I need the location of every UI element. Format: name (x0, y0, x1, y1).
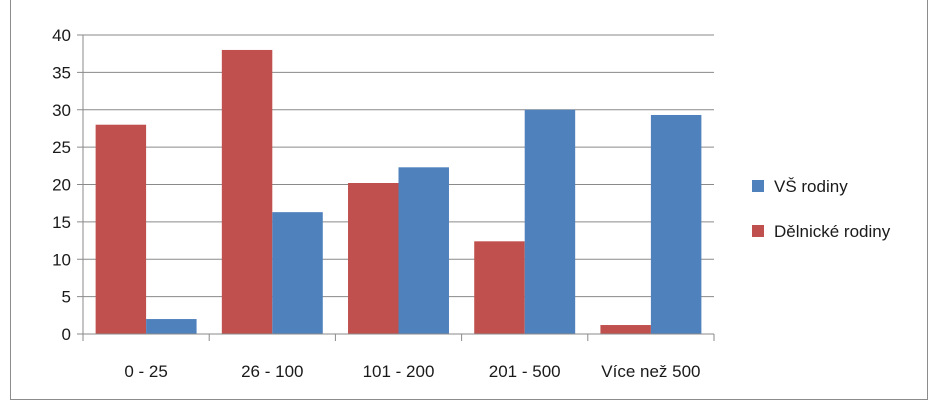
y-tick-label: 10 (52, 250, 71, 269)
y-tick-label: 30 (52, 101, 71, 120)
y-tick-label: 20 (52, 176, 71, 195)
legend-swatch (752, 225, 764, 237)
x-tick-label: 26 - 100 (241, 362, 303, 381)
y-tick-label: 35 (52, 63, 71, 82)
y-tick-label: 25 (52, 138, 71, 157)
bar (474, 241, 525, 334)
y-tick-label: 5 (62, 288, 71, 307)
y-tick-label: 15 (52, 213, 71, 232)
y-tick-label: 0 (62, 325, 71, 344)
legend-swatch (752, 180, 764, 192)
axes (77, 34, 715, 341)
y-tick-labels: 0 5 10 15 20 25 30 35 40 (52, 26, 71, 344)
bar (272, 212, 323, 334)
x-tick-label: 101 - 200 (363, 362, 435, 381)
y-tick-label: 40 (52, 26, 71, 45)
legend: VŠ rodiny Dělnické rodiny (752, 177, 891, 241)
bar (146, 319, 197, 334)
bar (398, 167, 449, 334)
bar (600, 325, 651, 334)
legend-label: Dělnické rodiny (774, 222, 891, 241)
bar (95, 124, 147, 334)
x-tick-label: 0 - 25 (124, 362, 167, 381)
bar (650, 114, 702, 334)
x-tick-labels: 0 - 25 26 - 100 101 - 200 201 - 500 Více než… (124, 362, 700, 381)
bar (221, 49, 273, 334)
bars (95, 49, 702, 334)
x-tick-label: 201 - 500 (489, 362, 561, 381)
legend-label: VŠ rodiny (774, 177, 848, 196)
bar (524, 109, 576, 334)
bar (348, 183, 399, 334)
x-tick-label: Více než 500 (601, 362, 700, 381)
